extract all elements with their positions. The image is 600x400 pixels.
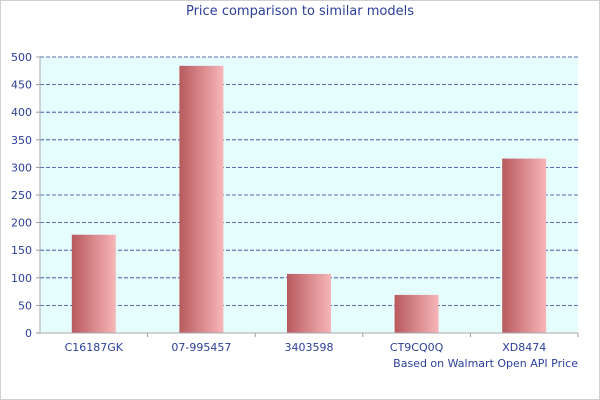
x-tick-label: CT9CQ0Q: [390, 341, 444, 354]
bar-3403598: [287, 273, 331, 333]
y-tick-label: 0: [25, 327, 32, 340]
y-tick-label: 350: [11, 134, 32, 147]
y-tick-label: 200: [11, 217, 32, 230]
y-tick-label: 300: [11, 161, 32, 174]
y-tick-label: 100: [11, 272, 32, 285]
bar-07-995457: [179, 65, 224, 333]
y-axis-ticks: 0 50 100 150 200 250 300 350 400 450 500: [11, 51, 40, 340]
y-tick-label: 450: [11, 79, 32, 92]
bar-CT9CQ0Q: [394, 294, 439, 333]
x-tick-label: 3403598: [285, 341, 334, 354]
x-axis-ticks: C16187GK 07-995457 3403598 CT9CQ0Q XD8474: [65, 333, 579, 354]
y-tick-label: 500: [11, 51, 32, 64]
x-tick-label: XD8474: [502, 341, 546, 354]
x-tick-label: C16187GK: [65, 341, 124, 354]
y-tick-label: 400: [11, 106, 32, 119]
chart-title: Price comparison to similar models: [185, 4, 415, 19]
x-tick-label: 07-995457: [171, 341, 231, 354]
y-tick-label: 250: [11, 189, 32, 202]
y-tick-label: 50: [18, 299, 32, 312]
bars: [71, 65, 547, 333]
y-tick-label: 150: [11, 244, 32, 257]
chart-footer: Based on Walmart Open API Price: [393, 357, 578, 370]
bar-XD8474: [502, 158, 547, 333]
bar-C16187GK: [71, 234, 116, 333]
